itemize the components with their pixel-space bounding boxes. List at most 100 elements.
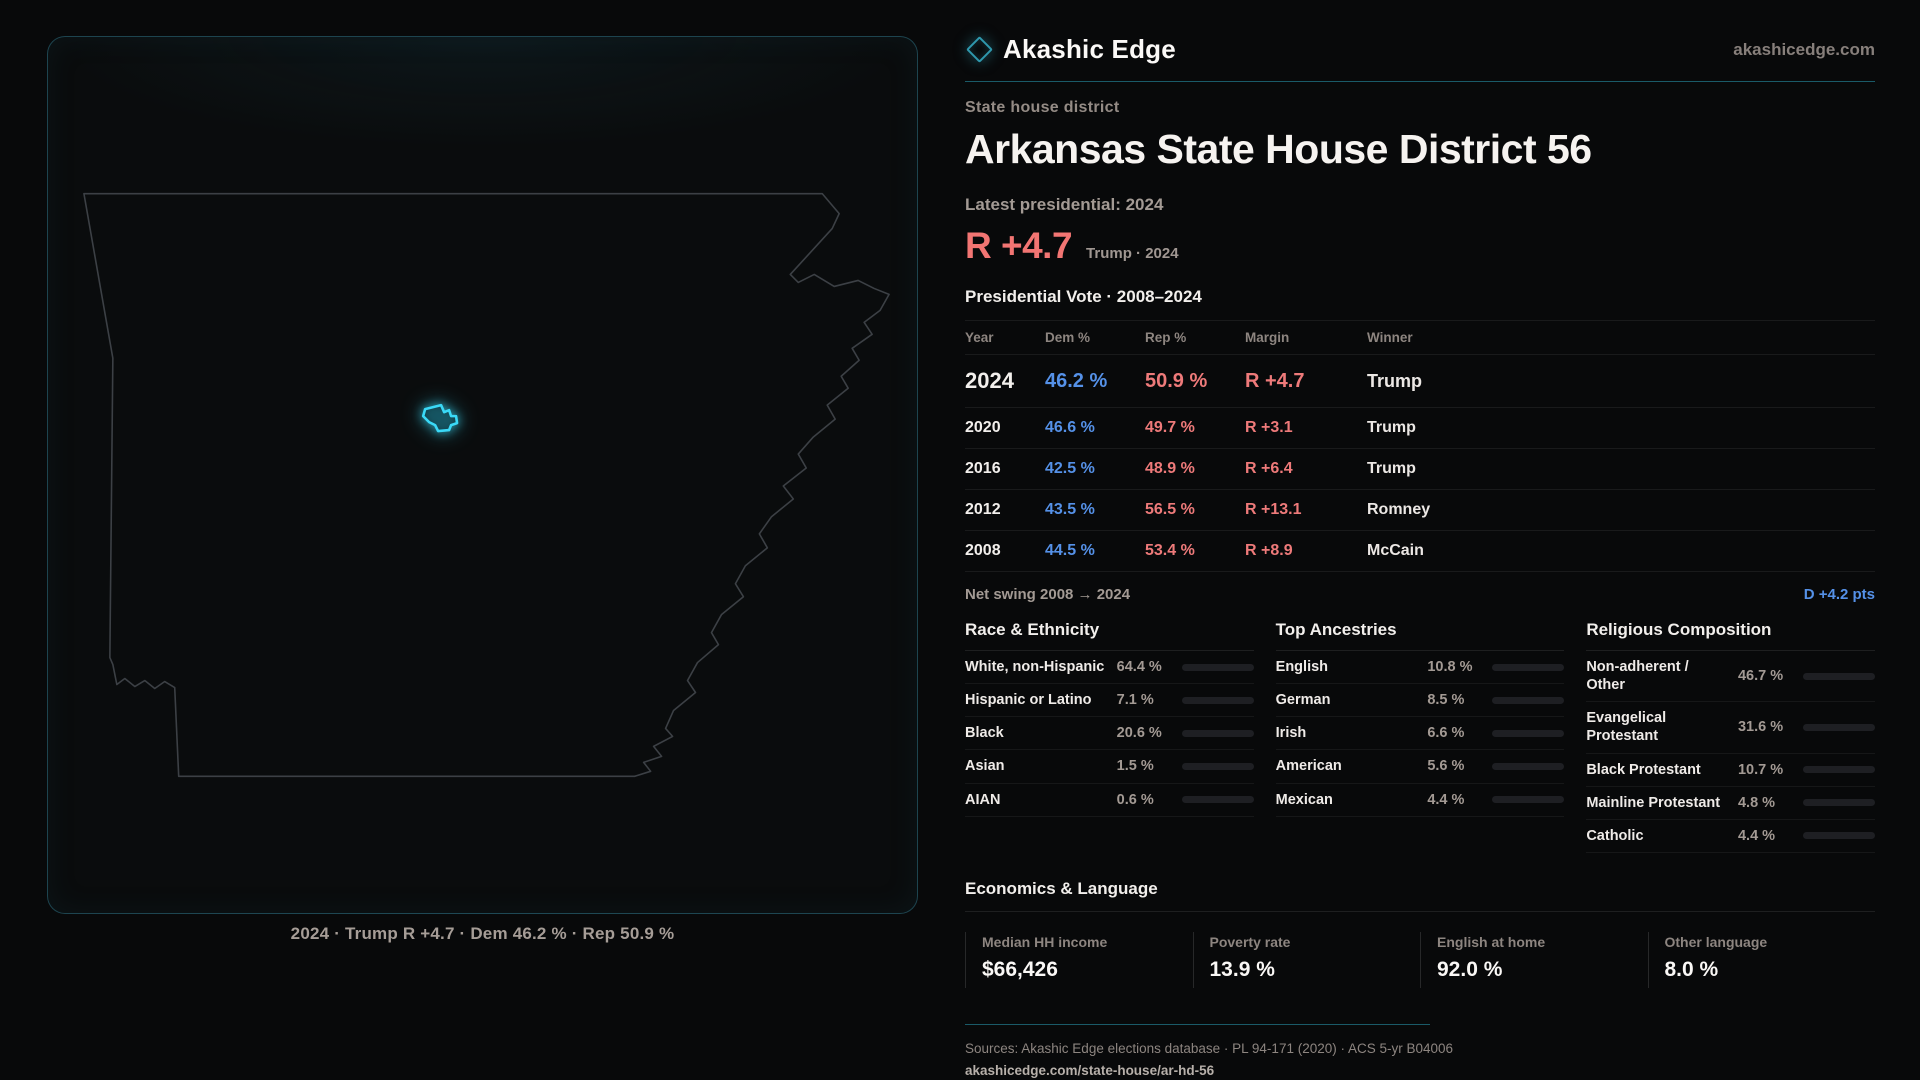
demo-value: 20.6 % (1116, 725, 1162, 742)
demo-bar (1802, 723, 1875, 731)
headline-margin-value: R +4.7 (965, 225, 1073, 266)
cell-rep: 53.4 % (1145, 542, 1195, 559)
list-item: Hispanic or Latino 7.1 % (965, 684, 1254, 718)
demo-label: Hispanic or Latino (965, 692, 1092, 709)
demo-value: 4.4 % (1427, 791, 1465, 808)
stat-other-language: Other language 8.0 % (1647, 931, 1876, 988)
demo-label: Mainline Protestant (1586, 794, 1721, 811)
list-item: English 10.8 % (1275, 651, 1565, 685)
arkansas-state-outline (83, 192, 890, 778)
demo-value: 10.8 % (1427, 659, 1473, 676)
page-title: Arkansas State House District 56 (965, 126, 1592, 172)
demo-bar (1802, 799, 1875, 807)
stat-label: Other language (1664, 933, 1768, 950)
demo-label: AIAN (965, 791, 1001, 808)
cell-margin: R +13.1 (1245, 501, 1302, 518)
demo-bar (1802, 766, 1875, 774)
demo-bar (1181, 762, 1254, 770)
stat-english-at-home: English at home 92.0 % (1420, 931, 1648, 988)
demo-label: White, non-Hispanic (965, 659, 1105, 675)
stat-poverty-rate: Poverty rate 13.9 % (1192, 931, 1421, 988)
demo-value: 31.6 % (1737, 719, 1784, 736)
table-row: 2012 43.5 % 56.5 % R +13.1 Romney (965, 490, 1875, 531)
cell-rep: 50.9 % (1145, 369, 1208, 392)
demo-bar (1492, 796, 1565, 804)
demo-label: Catholic (1586, 827, 1644, 844)
ancestries-column: Top Ancestries English 10.8 % German 8.5… (1275, 620, 1565, 853)
cell-margin: R +6.4 (1245, 460, 1293, 477)
presidential-vote-table: Year Dem % Rep % Margin Winner 2024 46.2… (965, 320, 1875, 572)
demo-value: 6.6 % (1427, 725, 1465, 742)
section-title-religion: Religious Composition (1586, 620, 1875, 651)
table-row: 2016 42.5 % 48.9 % R +6.4 Trump (965, 449, 1875, 490)
kicker-label: State house district (965, 99, 1120, 116)
net-swing-row: Net swing 2008 → 2024 D +4.2 pts (965, 586, 1875, 603)
list-item: Mainline Protestant 4.8 % (1586, 787, 1875, 820)
demo-bar (1181, 729, 1254, 737)
section-title-race: Race & Ethnicity (965, 620, 1254, 651)
stat-value: 13.9 % (1209, 957, 1275, 981)
demo-label: Evangelical Protestant (1586, 710, 1667, 745)
brand-site-link[interactable]: akashicedge.com (1733, 39, 1875, 59)
demo-value: 4.8 % (1737, 794, 1776, 811)
headline-margin-detail: Trump · 2024 (1086, 245, 1179, 262)
demo-bar (1181, 796, 1254, 804)
net-swing-value: D +4.2 pts (1803, 586, 1875, 603)
demo-value: 1.5 % (1116, 758, 1154, 775)
stat-value: $66,426 (982, 957, 1058, 981)
cell-winner: Trump (1367, 370, 1423, 391)
demo-label: American (1275, 758, 1342, 775)
demo-label: Non-adherent / Other (1586, 659, 1689, 694)
cell-winner: Trump (1367, 460, 1416, 477)
demo-value: 8.5 % (1427, 692, 1465, 709)
footer-divider (965, 1023, 1430, 1025)
vote-table-header: Year Dem % Rep % Margin Winner (965, 320, 1875, 355)
cell-year: 2016 (965, 460, 1001, 477)
religion-column: Religious Composition Non-adherent / Oth… (1586, 620, 1875, 853)
brand-header: Akashic Edge akashicedge.com (965, 34, 1875, 82)
list-item: German 8.5 % (1275, 684, 1565, 718)
demo-label: German (1275, 692, 1331, 709)
stat-median-income: Median HH income $66,426 (965, 931, 1193, 988)
section-title-ancestries: Top Ancestries (1275, 620, 1565, 651)
table-row: 2020 46.6 % 49.7 % R +3.1 Trump (965, 408, 1875, 449)
brand-name: Akashic Edge (1003, 34, 1176, 64)
district-56-highlight (421, 403, 459, 433)
cell-year: 2020 (965, 419, 1001, 436)
demo-value: 4.4 % (1737, 827, 1776, 844)
demo-value: 5.6 % (1427, 758, 1465, 775)
state-map-panel (47, 36, 918, 914)
economics-stats: Median HH income $66,426 Poverty rate 13… (965, 931, 1876, 988)
cell-winner: McCain (1367, 542, 1424, 559)
stat-value: 8.0 % (1664, 957, 1719, 981)
demo-label: English (1275, 659, 1329, 675)
footer-permalink[interactable]: akashicedge.com/state-house/ar-hd-56 (965, 1062, 1215, 1078)
vote-table-title: Presidential Vote · 2008–2024 (965, 287, 1202, 306)
cell-margin: R +8.9 (1245, 542, 1293, 559)
demo-label: Asian (965, 758, 1005, 775)
list-item: Asian 1.5 % (965, 750, 1254, 784)
demo-bar (1492, 762, 1565, 770)
economics-section-title: Economics & Language (965, 879, 1875, 912)
stat-label: English at home (1437, 933, 1546, 950)
cell-margin: R +3.1 (1245, 419, 1293, 436)
list-item: Irish 6.6 % (1275, 717, 1565, 751)
cell-rep: 48.9 % (1145, 460, 1195, 477)
list-item: AIAN 0.6 % (965, 784, 1254, 817)
info-panel: Akashic Edge akashicedge.com State house… (965, 34, 1875, 1078)
demo-value: 46.7 % (1737, 668, 1784, 685)
col-header-dem: Dem % (1045, 330, 1091, 345)
cell-year: 2012 (965, 501, 1001, 518)
cell-dem: 46.6 % (1045, 419, 1095, 436)
stat-value: 92.0 % (1437, 957, 1503, 981)
list-item: Black 20.6 % (965, 717, 1254, 751)
headline-margin-row: R +4.7 Trump · 2024 (965, 225, 1875, 267)
footer-sources: Sources: Akashic Edge elections database… (965, 1040, 1454, 1056)
demo-bar (1492, 696, 1565, 704)
cell-winner: Romney (1367, 501, 1431, 518)
cell-dem: 46.2 % (1045, 369, 1108, 392)
demo-bar (1802, 672, 1875, 680)
cell-winner: Trump (1367, 419, 1416, 436)
map-caption: 2024 · Trump R +4.7 · Dem 46.2 % · Rep 5… (290, 924, 675, 943)
net-swing-label: Net swing 2008 → 2024 (965, 586, 1131, 603)
